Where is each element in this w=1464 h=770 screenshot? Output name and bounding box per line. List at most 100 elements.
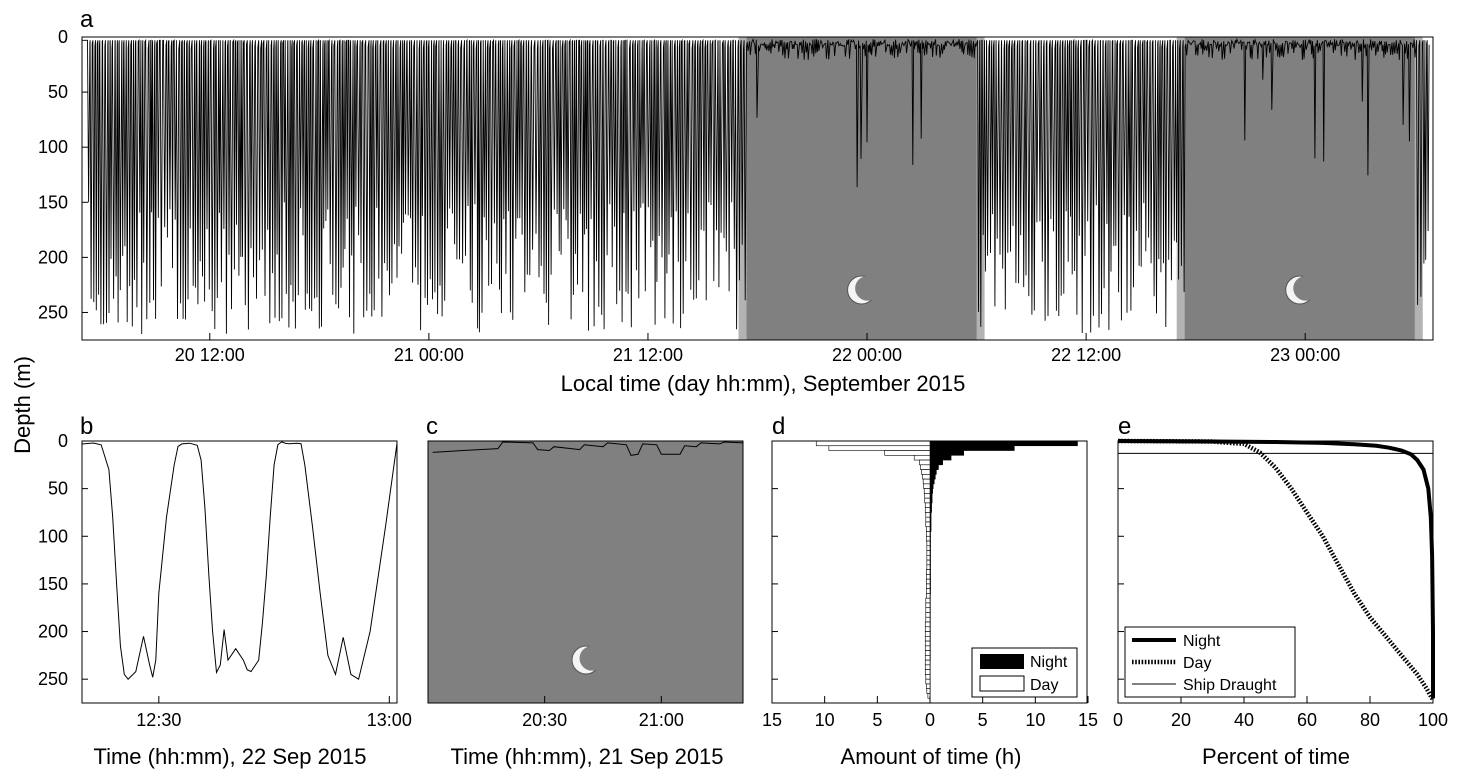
day-bar (926, 564, 931, 570)
day-bar (926, 531, 931, 537)
day-bar (926, 555, 931, 561)
moon-shadow (855, 276, 880, 301)
moon-shadow (579, 646, 605, 671)
x-tick-label: 0 (1113, 710, 1123, 730)
panel-e-x-axis-label: Percent of time (1202, 744, 1350, 769)
panel-e: 0 20 40 60 80 100 Night Day Ship Draught (1113, 438, 1448, 730)
day-bar (926, 540, 931, 547)
panel-e-legend: Night Day Ship Draught (1124, 626, 1296, 698)
day-bar (925, 674, 931, 680)
day-bar (924, 645, 931, 651)
y-tick-label: 250 (38, 669, 68, 689)
series-line-night (1117, 439, 1435, 699)
y-tick-label: 50 (48, 82, 68, 102)
night-bar (929, 445, 1015, 451)
x-tick-label: 22 00:00 (832, 345, 902, 365)
panel-b-x-axis-label: Time (hh:mm), 22 Sep 2015 (93, 744, 366, 769)
day-bar (924, 626, 931, 632)
day-bar (924, 650, 931, 656)
panel-c: 20:30 21:00 (427, 440, 744, 730)
x-tick-label: 20 12:00 (175, 345, 245, 365)
moon-shadow (1293, 276, 1318, 301)
day-bar (926, 588, 931, 594)
day-bar (925, 602, 931, 609)
legend-label-night: Night (1183, 633, 1221, 650)
day-bar (925, 512, 931, 518)
x-tick-label: 15 (1078, 710, 1098, 730)
day-bar (925, 612, 931, 618)
day-bar (924, 655, 931, 661)
x-tick-label: 80 (1360, 710, 1380, 730)
day-bar (926, 569, 931, 575)
y-tick-label: 100 (38, 526, 68, 546)
panel-a-x-axis-label: Local time (day hh:mm), September 2015 (561, 371, 966, 396)
y-tick-label: 150 (38, 192, 68, 212)
day-bar (924, 497, 931, 504)
x-tick-label: 20 (1171, 710, 1191, 730)
day-bar (919, 459, 931, 466)
y-tick-label: 0 (58, 27, 68, 47)
day-bar (926, 574, 931, 580)
panel-letter-b: b (80, 413, 93, 440)
day-bar (924, 631, 931, 637)
night-bar (929, 440, 1078, 447)
x-tick-label: 15 (762, 710, 782, 730)
x-tick-label: 10 (815, 710, 835, 730)
panel-letter-d: d (772, 413, 785, 440)
panel-a: 0 50 100 150 200 250 20 12:00 21 00:00 21 12:00 2… (38, 27, 1434, 365)
day-bar (925, 607, 931, 613)
day-bar (922, 478, 931, 485)
y-tick-label: 0 (58, 431, 68, 451)
legend-label-night: Night (1030, 654, 1068, 671)
day-bar (924, 621, 931, 628)
panel-d: 15 10 5 0 5 10 15 Night Day (762, 440, 1098, 730)
day-bar (924, 502, 931, 508)
legend-label-day: Day (1183, 655, 1211, 672)
day-bar (923, 488, 931, 494)
day-bar (926, 578, 931, 585)
night-bar (929, 497, 933, 504)
day-bar (924, 659, 931, 666)
x-tick-label: 5 (872, 710, 882, 730)
panel-d-x-axis-label: Amount of time (h) (841, 744, 1022, 769)
y-tick-label: 200 (38, 622, 68, 642)
day-bar (815, 440, 931, 447)
legend-label-day: Day (1030, 677, 1058, 694)
moon-icon (847, 275, 880, 305)
day-bar (924, 669, 931, 675)
day-bar (926, 683, 931, 690)
x-tick-label: 22 12:00 (1051, 345, 1121, 365)
day-bar (923, 483, 931, 489)
day-bar (926, 583, 931, 589)
day-bar (925, 678, 931, 685)
day-bar (922, 474, 931, 480)
day-bar (925, 616, 931, 623)
y-tick-label: 150 (38, 574, 68, 594)
day-bar (925, 521, 931, 528)
day-bar (884, 450, 931, 456)
day-bar (926, 559, 931, 566)
day-bar (924, 636, 931, 642)
panel-letter-a: a (80, 6, 94, 33)
y-axis-label: Depth (m) (10, 356, 35, 454)
y-tick-label: 250 (38, 302, 68, 322)
night-bar (929, 459, 943, 466)
day-bar (926, 688, 931, 694)
y-tick-label: 200 (38, 247, 68, 267)
day-bar (926, 593, 931, 599)
series-line-day (1117, 438, 1435, 702)
day-bar (924, 640, 931, 647)
moon-icon (571, 645, 605, 675)
y-tick-label: 50 (48, 479, 68, 499)
panel-b-frame (81, 440, 398, 704)
panel-b: 0 50 100 150 200 250 12:30 13:00 (38, 431, 412, 730)
x-tick-label: 100 (1418, 710, 1448, 730)
x-tick-label: 13:00 (367, 710, 412, 730)
day-bar (926, 535, 931, 542)
x-tick-label: 20:30 (522, 710, 567, 730)
panel-e-frame (1117, 440, 1434, 704)
panel-c-frame (427, 440, 744, 704)
day-bar (828, 445, 931, 451)
night-bar (929, 450, 965, 456)
